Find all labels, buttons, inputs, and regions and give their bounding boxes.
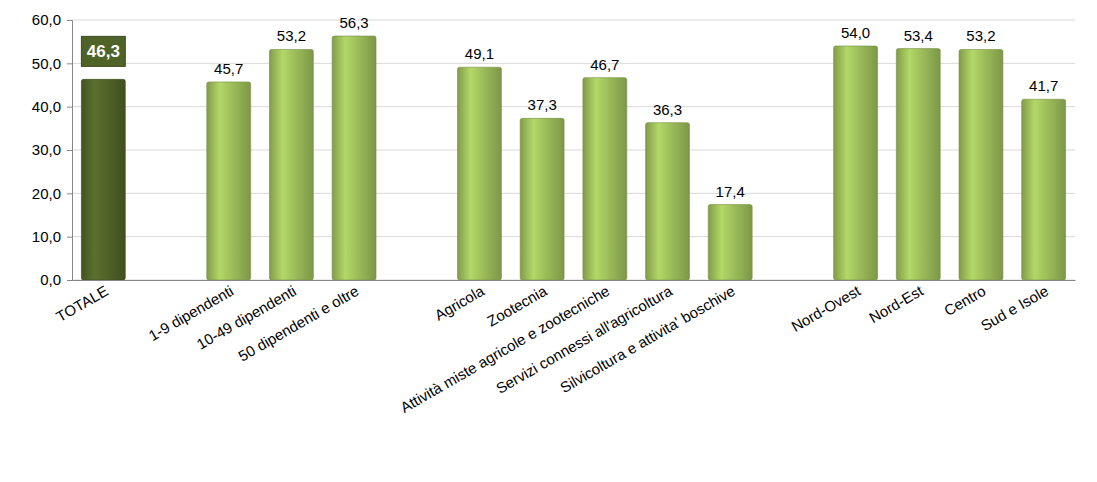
grid (72, 20, 1075, 280)
y-axis: 0,0 10,0 20,0 30,0 40,0 50,0 60,0 (32, 11, 73, 288)
data-label: 49,1 (465, 45, 494, 62)
bar (646, 123, 690, 280)
tick-mark (67, 280, 72, 281)
tick: 30,0 (32, 141, 72, 158)
data-label: 46,7 (590, 56, 619, 73)
bar (458, 67, 502, 280)
tick: 50,0 (32, 55, 72, 72)
data-label: 45,7 (214, 60, 243, 77)
bar (834, 46, 878, 280)
bar (959, 49, 1003, 280)
bars (81, 36, 1065, 280)
tick-mark (67, 150, 72, 151)
tick: 60,0 (32, 11, 72, 28)
tick-label: 30,0 (32, 141, 61, 158)
tick-label: 20,0 (32, 185, 61, 202)
tick-mark (67, 63, 72, 64)
data-label: 54,0 (841, 24, 870, 41)
grid-line (72, 20, 1075, 21)
data-label: 56,3 (339, 14, 368, 31)
tick-label: 10,0 (32, 228, 61, 245)
label-box (81, 36, 125, 66)
data-label: 37,3 (528, 96, 557, 113)
tick-label: Silvicoltura e attivita' boschive (557, 282, 738, 396)
tick: 50 dipendenti e oltre (235, 282, 361, 365)
tick-mark (67, 237, 72, 238)
tick-label: Nord-Est (866, 281, 926, 326)
axis-line (73, 280, 1076, 281)
tick: 10,0 (32, 228, 72, 245)
data-label: 53,4 (904, 27, 933, 44)
data-labels: 46,3 45,7 53,2 56,3 49,1 37,3 46,7 36,3 17,4 54,0… (81, 14, 1058, 200)
bar (207, 82, 251, 280)
tick-label: 40,0 (32, 98, 61, 115)
bar (81, 79, 125, 280)
x-axis: TOTALE1-9 dipendenti10-49 dipendenti50 d… (53, 281, 1075, 416)
tick-label: Nord-Ovest (788, 281, 864, 334)
tick-label: TOTALE (53, 282, 111, 325)
tick-label: Sud e Isole (978, 282, 1052, 334)
data-label: 46,3 (87, 42, 120, 61)
data-label: 36,3 (653, 101, 682, 118)
tick-label: Centro (941, 282, 988, 319)
bar (896, 49, 940, 280)
tick-label: 0,0 (40, 271, 61, 288)
tick-label: 60,0 (32, 11, 61, 28)
tick-label: 50,0 (32, 55, 61, 72)
data-label: 53,2 (277, 27, 306, 44)
tick-mark (67, 193, 72, 194)
tick-mark (67, 107, 72, 108)
tick: TOTALE (53, 282, 111, 325)
data-label: 17,4 (716, 183, 745, 200)
data-label: 53,2 (966, 27, 995, 44)
tick: Agricola (432, 282, 488, 324)
bar (708, 205, 752, 280)
data-label: 41,7 (1029, 77, 1058, 94)
bar (1022, 99, 1066, 280)
axis-line (67, 21, 73, 281)
tick-label: Agricola (432, 282, 488, 324)
tick-mark (67, 20, 72, 21)
bar (583, 78, 627, 280)
tick-label: 50 dipendenti e oltre (235, 282, 361, 365)
bar (269, 49, 313, 280)
tick: 0,0 (40, 271, 72, 288)
bar (520, 118, 564, 280)
tick: Nord-Ovest (788, 281, 864, 334)
tick: Silvicoltura e attivita' boschive (557, 282, 738, 396)
tick: 40,0 (32, 98, 72, 115)
chart: 0,0 10,0 20,0 30,0 40,0 50,0 60,0 TOTALE1-9 dip… (0, 0, 1097, 482)
tick: Nord-Est (866, 281, 926, 326)
tick: 20,0 (32, 185, 72, 202)
tick: Centro (941, 282, 988, 319)
tick: Sud e Isole (978, 282, 1052, 334)
bar (332, 36, 376, 280)
